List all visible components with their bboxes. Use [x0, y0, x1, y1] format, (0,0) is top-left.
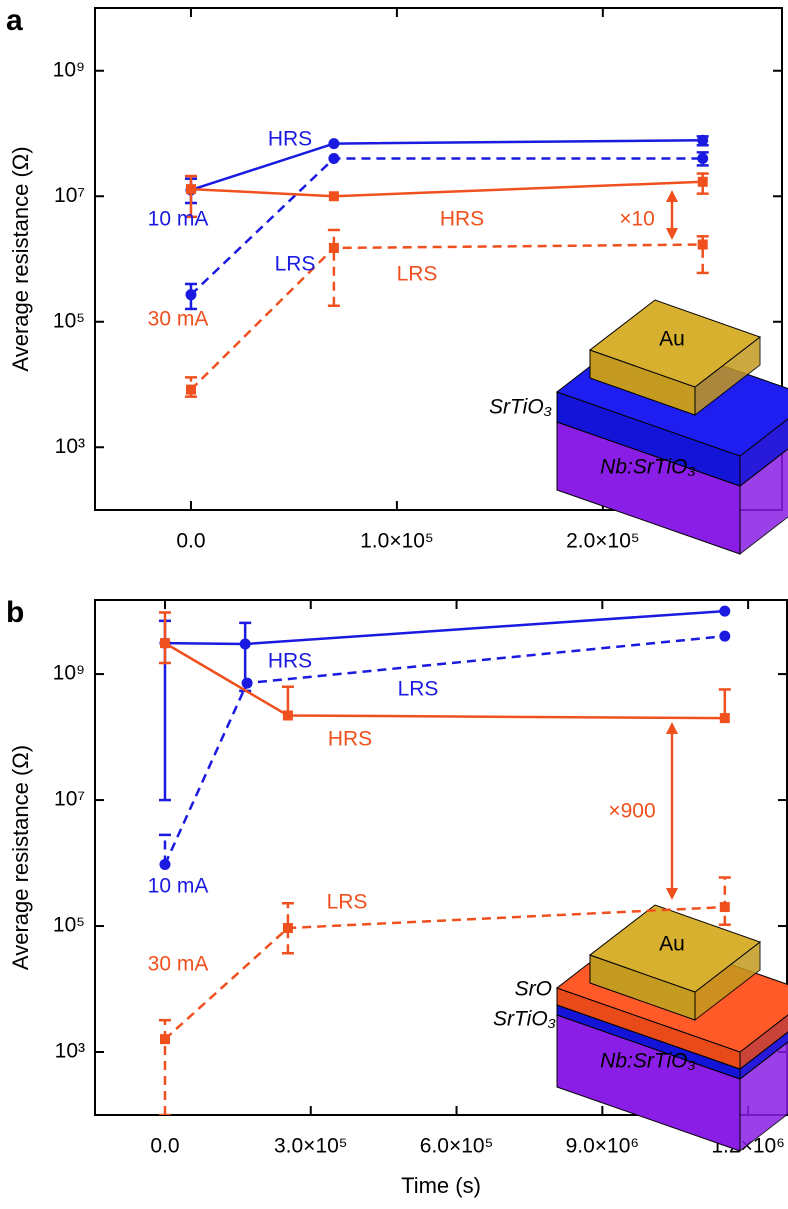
inset-label: SrO — [515, 978, 552, 1001]
inset-face — [739, 1041, 788, 1153]
panel-label: b — [6, 596, 24, 629]
inset-label: SrTiO₃ — [489, 396, 552, 419]
plot-area — [184, 134, 709, 398]
y-tick-label: 10⁹ — [53, 662, 85, 685]
x-tick-label: 2.0×10⁵ — [566, 530, 640, 553]
marker — [328, 191, 339, 202]
annotation: 10 mA — [148, 875, 209, 898]
y-tick-label: 10³ — [55, 435, 85, 458]
annotation: 10 mA — [148, 208, 209, 231]
marker — [159, 1034, 170, 1045]
marker — [697, 176, 708, 187]
marker — [719, 630, 731, 642]
inset-label: SrTiO₃ — [493, 1008, 556, 1031]
marker — [719, 605, 731, 617]
series-line — [164, 609, 725, 646]
arrow-head — [666, 722, 678, 734]
plot-frame — [94, 7, 783, 511]
marker — [282, 923, 293, 934]
marker — [328, 138, 340, 150]
y-tick-label: 10⁵ — [53, 309, 85, 332]
y-tick-label: 10⁹ — [53, 58, 85, 81]
x-axis-label: Time (s) — [401, 1173, 481, 1198]
marker — [241, 677, 253, 689]
x-tick-label: 3.0×10⁵ — [274, 1135, 348, 1158]
inset-face — [739, 448, 788, 556]
inset-face — [739, 418, 788, 488]
x-tick-label: 0.0 — [176, 530, 205, 553]
marker — [719, 713, 730, 724]
annotation: LRS — [397, 263, 438, 286]
series-line — [190, 180, 703, 198]
inset-label: Au — [659, 933, 685, 956]
plot-area — [158, 605, 731, 1115]
marker — [159, 858, 171, 870]
panel-label: a — [6, 4, 23, 37]
annotation: LRS — [398, 678, 439, 701]
inset-face — [588, 904, 762, 993]
series-line — [163, 634, 725, 865]
marker — [239, 638, 251, 650]
arrow-head — [666, 228, 678, 240]
marker — [185, 384, 196, 395]
annotation: HRS — [440, 208, 484, 231]
inset-face — [739, 1031, 788, 1081]
plot-frame — [94, 599, 788, 1116]
marker — [697, 152, 709, 164]
marker — [719, 902, 730, 913]
annotation: HRS — [268, 128, 312, 151]
marker — [697, 134, 709, 146]
y-axis-label: Average resistance (Ω) — [8, 745, 33, 970]
marker — [697, 239, 708, 250]
annotation: 30 mA — [148, 953, 209, 976]
y-axis-label: Average resistance (Ω) — [8, 146, 33, 371]
x-tick-label: 0.0 — [150, 1135, 179, 1158]
y-tick-label: 10⁷ — [54, 788, 85, 811]
annotation: HRS — [268, 650, 312, 673]
marker — [282, 710, 293, 721]
x-tick-label: 6.0×10⁵ — [420, 1135, 494, 1158]
annotation: ×10 — [619, 208, 655, 231]
y-tick-label: 10⁵ — [53, 914, 85, 937]
x-tick-label: 1.0×10⁵ — [360, 530, 434, 553]
marker — [328, 242, 339, 253]
marker — [185, 184, 196, 195]
y-tick-label: 10³ — [55, 1040, 85, 1063]
inset-label: Nb:SrTiO₃ — [600, 1050, 696, 1073]
arrow-head — [666, 190, 678, 202]
inset-label: Nb:SrTiO₃ — [600, 456, 696, 479]
marker — [185, 289, 197, 301]
marker — [328, 152, 340, 164]
x-tick-label: 9.0×10⁶ — [566, 1135, 639, 1158]
arrow-head — [666, 888, 678, 900]
inset-face — [739, 1014, 788, 1071]
annotation: HRS — [328, 728, 372, 751]
annotation: 30 mA — [148, 308, 209, 331]
annotation: LRS — [327, 891, 368, 914]
annotation: ×900 — [608, 800, 655, 823]
inset-face — [588, 299, 762, 388]
marker — [159, 638, 170, 649]
inset-label: Au — [659, 328, 685, 351]
y-tick-label: 10⁷ — [54, 184, 85, 207]
annotation: LRS — [275, 253, 316, 276]
